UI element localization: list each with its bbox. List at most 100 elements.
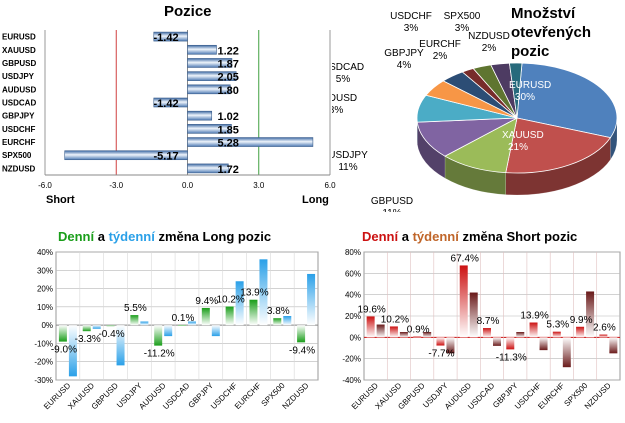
weekly-bar [188,321,196,326]
value-label: 0.9% [407,324,430,335]
position-bar [187,124,232,134]
value-label: 67.4% [451,253,479,264]
y-tick-label: 0% [349,333,361,342]
pie-slice [508,62,523,119]
pie-slice-pct: 11% [382,208,401,212]
y-tick-label: 80% [345,248,361,257]
pie-panel: Množství otevřených pozic EURUSD 30% XAUUS… [332,0,625,212]
x-tick-label: 6.0 [324,181,336,190]
pie-slice-pct: 4% [397,60,412,71]
value-label: -3.3% [75,334,101,345]
short-change-chart: 80%60%40%20%0%-20%-40%19.6%EURUSD10.2%XA… [342,248,621,411]
value-label: -11.3% [496,352,527,363]
daily-bar [552,331,561,338]
long-title-weekly: týdenní [108,229,155,244]
pie-slice-label: USDCAD [332,62,364,73]
positions-panel: Pozice EURUSD -1.42 XAUUSD 1.22 GBPUSD 1.87 US… [0,0,340,212]
daily-bar [82,325,91,332]
category-label: USDCAD [161,381,191,411]
weekly-bar [562,337,571,368]
long-title-and: a [94,229,109,244]
value-label: 13.9% [240,288,268,299]
weekly-bar [259,259,268,326]
daily-bar [389,326,398,338]
short-title-rest: změna Short pozic [458,229,578,244]
value-label: 2.6% [593,323,616,334]
weekly-bar [446,337,455,354]
pie-slice-label: AUDUSD [332,93,357,104]
y-tick-label: -40% [342,376,361,385]
daily-bar [529,322,538,338]
pie-slice-pct: 11% [338,162,357,173]
pie-slice-pct: 2% [433,51,448,62]
position-bar [187,163,229,174]
value-label: -0.4% [98,329,124,340]
weekly-bar [609,337,618,354]
value-label: 1.72 [218,164,239,176]
pie-slice-label: GBPUSD [371,196,413,207]
pie-slice-pct: 5% [336,74,351,85]
weekly-bar [140,321,149,326]
category-label: USDCHF [2,125,35,134]
category-label: NZDUSD [281,381,311,411]
value-label: 1.80 [218,85,239,97]
value-label: 9.4% [195,296,218,307]
pie-slice-label: NZDUSD [468,31,510,42]
pie-slice [444,117,518,174]
pie-slice-label: USDJPY [332,150,368,161]
value-label: -7.7% [428,349,454,360]
weekly-bar [164,325,173,337]
daily-bar [273,318,282,326]
pie-slice-label: EURUSD [509,80,551,91]
category-label: NZDUSD [2,164,36,173]
pie-slice-label: SPX500 [444,11,481,22]
value-label: -11.2% [144,349,175,360]
value-label: 0.1% [172,313,195,324]
weekly-bar [539,337,548,351]
weekly-bar [586,291,595,338]
pie-slice [505,117,612,174]
short-change-title: Denní a týdenní změna Short pozic [362,229,577,244]
daily-bar [459,265,468,338]
value-label: 5.3% [546,320,569,331]
daily-bar [576,326,585,338]
position-bar [64,150,188,161]
long-title-rest: změna Long pozic [154,229,272,244]
position-bar [187,84,231,95]
category-label: GBPJPY [2,112,35,121]
pie-slice-pct: 21% [508,142,528,153]
pie-slice-pct: 8% [332,105,343,116]
daily-bar [506,337,515,350]
positions-title: Pozice [164,3,212,20]
value-label: 1.87 [218,58,239,70]
position-bar [187,110,213,121]
daily-bar [413,336,422,338]
weekly-bar [211,325,220,337]
pie-slice [516,62,618,139]
daily-bar [366,316,375,338]
y-tick-label: 20% [37,285,53,294]
position-bar [187,71,237,81]
weekly-bar [116,325,125,366]
category-label: USDJPY [2,72,35,81]
daily-bar [297,325,306,343]
y-tick-label: 40% [37,248,53,257]
weekly-bar [307,273,316,326]
category-label: EURUSD [2,33,36,42]
pie-slice-label: XAUUSD [502,130,544,141]
x-tick-label: 0.0 [182,181,194,190]
daily-bar [178,324,186,326]
category-label: USDCAD [2,99,36,108]
value-label: 3.8% [267,306,290,317]
category-label: EURCHF [2,138,35,147]
value-label: 10.2% [216,294,244,305]
pie-title-line-1: Množství [511,5,576,22]
daily-bar [225,306,234,326]
long-label: Long [302,194,329,206]
value-label: -9.0% [51,345,77,356]
pie-slice [416,117,518,157]
weekly-bar [283,316,292,326]
category-label: AUDUSD [2,85,36,94]
weekly-bar [469,292,478,338]
position-bar [187,137,314,147]
